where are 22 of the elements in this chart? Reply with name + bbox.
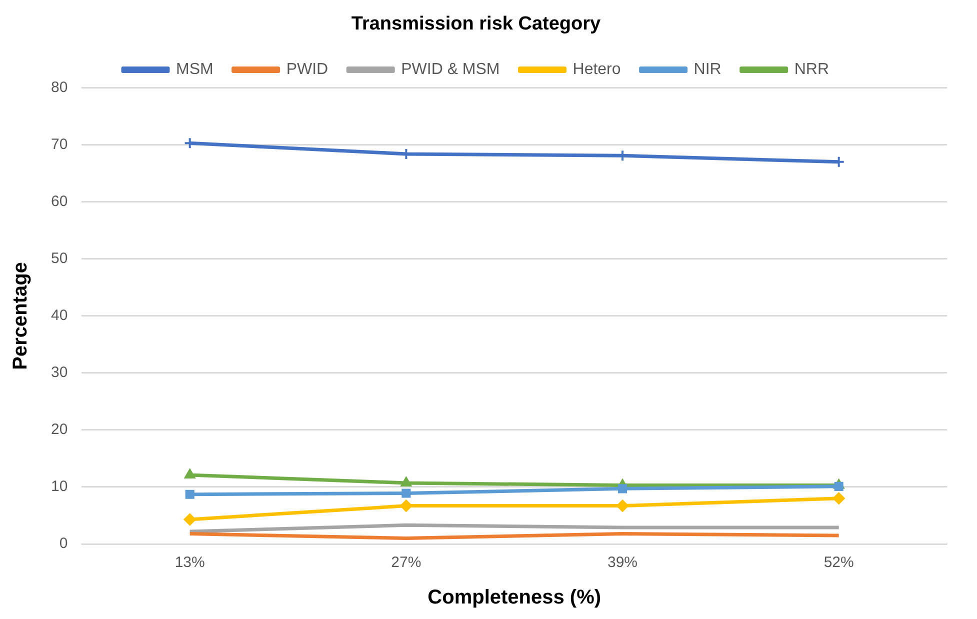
y-tick-label: 50 <box>50 250 68 268</box>
x-tick-label: 13% <box>174 554 205 572</box>
y-axis-title: Percentage <box>10 262 32 370</box>
y-tick-label: 80 <box>50 78 68 96</box>
x-tick-label: 27% <box>391 554 422 572</box>
y-tick-label: 60 <box>50 192 68 210</box>
y-tick-label: 10 <box>50 478 68 496</box>
legend-label: NRR <box>794 61 830 78</box>
y-tick-label: 20 <box>50 421 68 438</box>
x-tick-label: 52% <box>824 554 854 572</box>
legend-label: MSM <box>176 61 214 78</box>
chart-title: Transmission risk Category <box>351 14 602 35</box>
legend-label: PWID <box>286 61 328 78</box>
x-axis-title: Completeness (%) <box>428 586 602 609</box>
legend-label: Hetero <box>572 61 621 78</box>
y-tick-label: 70 <box>50 136 68 153</box>
y-tick-label: 40 <box>50 307 68 324</box>
legend-label: NIR <box>694 61 722 78</box>
y-tick-label: 30 <box>50 364 68 382</box>
x-tick-label: 39% <box>607 554 638 572</box>
legend-label: PWID & MSM <box>401 61 500 78</box>
y-tick-label: 0 <box>59 535 68 552</box>
